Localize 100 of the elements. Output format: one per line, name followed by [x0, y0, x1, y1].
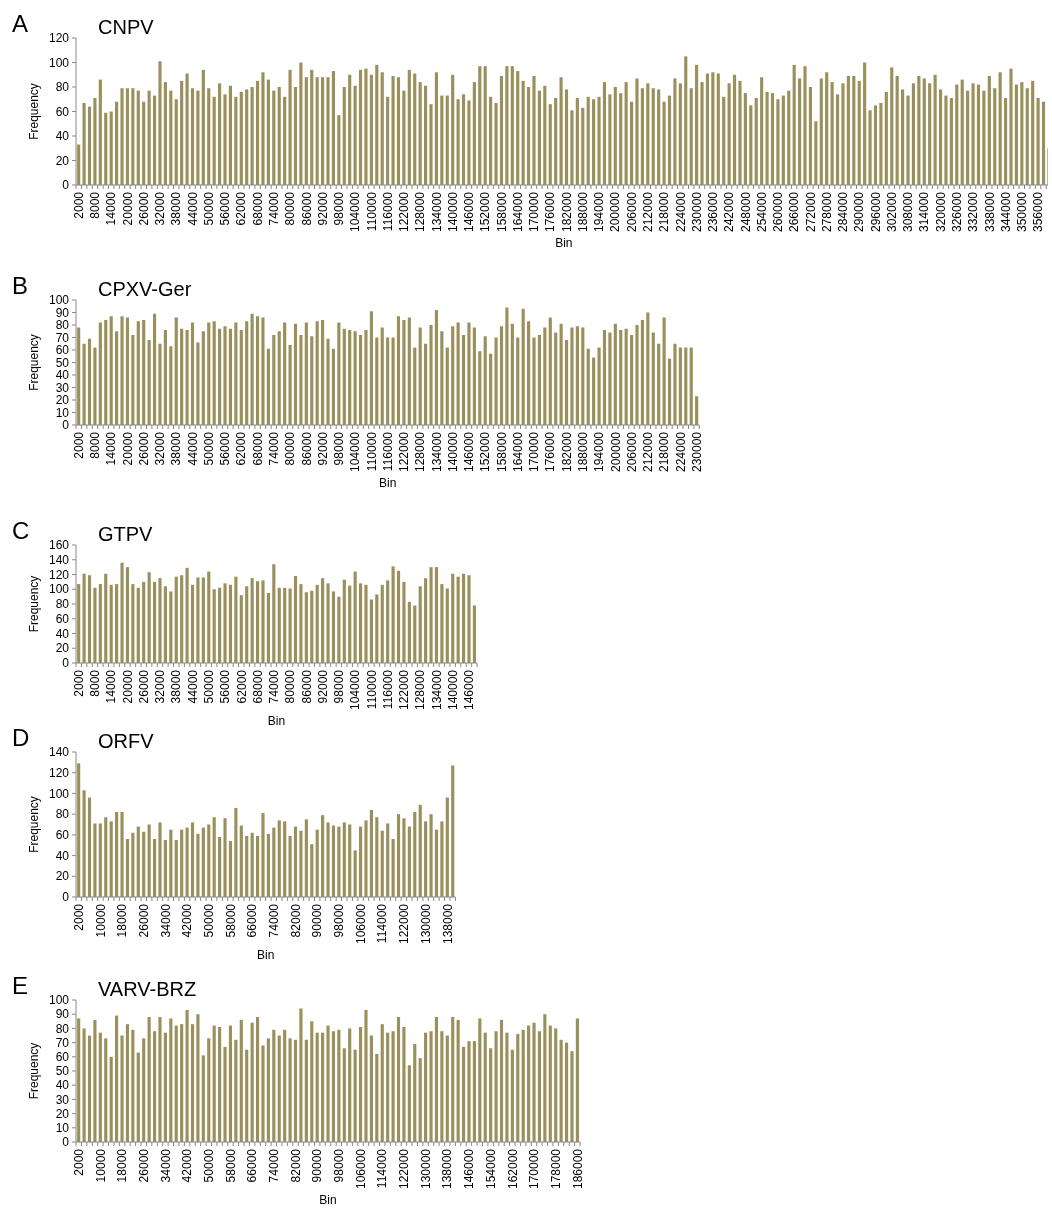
- bar: [819, 78, 823, 185]
- x-tick-label: 2000: [71, 1148, 86, 1176]
- x-tick-label: 38000: [169, 191, 184, 226]
- bar: [109, 821, 113, 897]
- bar: [304, 592, 308, 663]
- bar: [180, 80, 184, 185]
- bar: [418, 327, 422, 425]
- bar: [472, 327, 476, 425]
- bar: [272, 335, 276, 425]
- x-tick-label: 26000: [136, 669, 151, 704]
- x-tick-label: 130000: [418, 903, 433, 945]
- bar: [174, 576, 178, 663]
- bar: [1009, 68, 1013, 185]
- y-tick-label: 20: [55, 153, 70, 168]
- text: C: [12, 517, 30, 544]
- bar: [331, 71, 335, 185]
- bar: [174, 1025, 178, 1142]
- bar: [250, 87, 254, 185]
- bar: [255, 80, 260, 185]
- bar: [321, 320, 325, 425]
- bar: [163, 586, 167, 663]
- bar: [326, 338, 330, 425]
- bar: [321, 578, 325, 663]
- bar: [554, 332, 558, 425]
- x-tick-label: 32000: [153, 431, 168, 466]
- x-tick-label: 248000: [738, 191, 753, 233]
- bar: [315, 321, 319, 425]
- y-tick-label: 40: [55, 1078, 70, 1093]
- y-tick-label: 80: [55, 80, 70, 95]
- x-tick-label: 56000: [218, 431, 233, 466]
- bar: [424, 1032, 428, 1142]
- y-tick-label: 90: [55, 305, 70, 320]
- x-tick-label: 200000: [608, 431, 623, 473]
- x-tick-label: 162000: [505, 1148, 520, 1190]
- bar: [142, 831, 146, 897]
- x-tick-label: 182000: [559, 431, 574, 473]
- y-tick-label: 40: [55, 368, 70, 383]
- x-tick-label: 26000: [136, 431, 151, 466]
- bar: [207, 1038, 211, 1142]
- bar: [228, 328, 233, 425]
- x-tick-label: 128000: [413, 191, 428, 233]
- x-tick-label: 104000: [348, 431, 363, 473]
- x-axis-title: Bin: [319, 1193, 337, 1207]
- x-tick-label: 350000: [1015, 191, 1030, 233]
- x-tick-label: 80000: [283, 669, 298, 704]
- bar: [277, 820, 281, 897]
- x-tick-label: 164000: [510, 431, 525, 473]
- bar: [218, 328, 222, 425]
- bar: [993, 88, 997, 185]
- bar: [256, 835, 260, 897]
- x-tick-label: 272000: [803, 191, 818, 233]
- chart-title: CPXV-Ger: [98, 278, 192, 300]
- bar: [147, 824, 151, 897]
- x-tick-label: 356000: [1031, 191, 1046, 233]
- bar: [1020, 82, 1024, 185]
- bar: [548, 1025, 552, 1142]
- bar: [223, 1046, 227, 1142]
- bar: [250, 313, 254, 425]
- x-tick-label: 98000: [332, 191, 347, 226]
- bar: [451, 1017, 455, 1142]
- bar: [310, 1021, 314, 1142]
- bar: [293, 87, 298, 185]
- bar: [250, 1022, 254, 1142]
- x-tick-label: 14000: [104, 669, 119, 704]
- bar: [424, 343, 428, 425]
- bar: [77, 144, 81, 185]
- bar: [266, 79, 270, 185]
- bar: [109, 316, 113, 425]
- bar: [261, 1045, 265, 1142]
- bar: [749, 105, 753, 185]
- bar: [689, 347, 693, 425]
- x-tick-label: 146000: [462, 431, 477, 473]
- y-tick-label: 10: [55, 1121, 70, 1135]
- chart-title: ORFV: [98, 730, 155, 752]
- bar: [190, 322, 195, 425]
- bar: [321, 1032, 325, 1142]
- bar: [353, 331, 357, 425]
- bar: [586, 348, 590, 425]
- bar: [516, 337, 520, 425]
- bar: [93, 823, 97, 897]
- bar: [277, 331, 281, 425]
- x-tick-label: 242000: [722, 191, 737, 233]
- x-tick-label: 122000: [397, 191, 412, 233]
- bar: [456, 99, 460, 185]
- bar: [521, 1029, 525, 1142]
- y-tick-label: 140: [48, 552, 70, 567]
- x-tick-label: 8000: [88, 669, 103, 697]
- x-tick-label: 206000: [624, 191, 639, 233]
- bar: [77, 327, 81, 425]
- bar: [402, 90, 406, 185]
- y-tick-label: 140: [48, 745, 70, 760]
- bar: [906, 95, 910, 185]
- x-tick-label: 296000: [868, 191, 883, 233]
- x-tick-label: 122000: [397, 669, 412, 711]
- y-tick-label: 0: [62, 1135, 70, 1150]
- bar: [825, 72, 829, 185]
- x-tick-label: 20000: [120, 191, 135, 226]
- x-tick-label: 164000: [510, 191, 525, 233]
- bar: [646, 312, 650, 425]
- x-tick-label: 116000: [380, 191, 395, 232]
